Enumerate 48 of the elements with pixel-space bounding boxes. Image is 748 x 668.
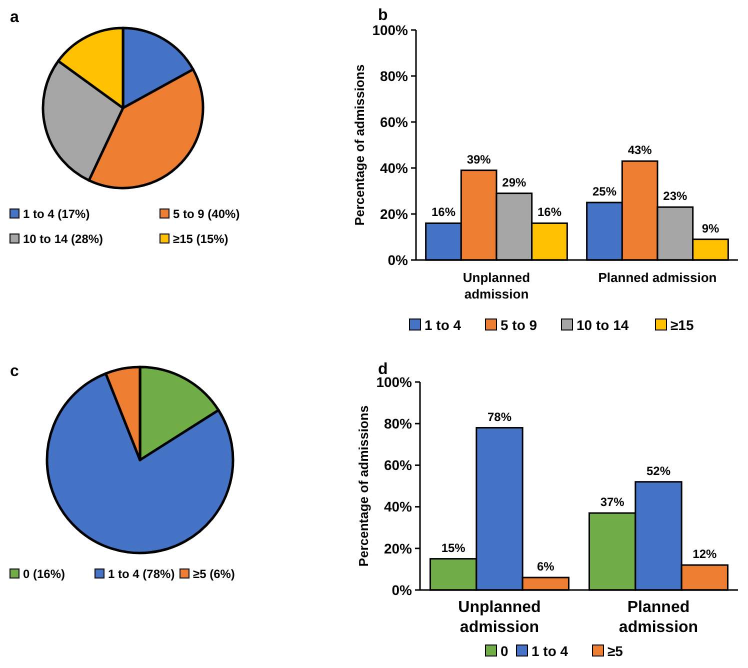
data-label: 52% bbox=[646, 464, 671, 478]
chart-title: c bbox=[10, 363, 19, 380]
legend-label: ≥15 bbox=[670, 317, 694, 333]
x-tick-label: Planned admission bbox=[598, 270, 717, 285]
data-label: 16% bbox=[537, 205, 562, 220]
data-label: 15% bbox=[441, 540, 466, 555]
data-label: 37% bbox=[600, 495, 625, 510]
data-label: 12% bbox=[692, 547, 717, 562]
legend-label: ≥15 (15%) bbox=[173, 232, 228, 246]
y-tick-label: 60% bbox=[380, 114, 409, 130]
y-tick-label: 60% bbox=[384, 457, 413, 474]
data-label: 23% bbox=[663, 189, 688, 204]
data-label: 39% bbox=[466, 152, 492, 166]
y-axis-title: Percentage of admissions bbox=[352, 64, 367, 226]
y-tick-label: 0% bbox=[388, 252, 409, 268]
chart-title: b bbox=[378, 7, 388, 24]
y-tick-label: 20% bbox=[384, 540, 413, 556]
y-tick-label: 0% bbox=[392, 582, 413, 598]
y-axis-title: Percentage of admissions bbox=[356, 405, 371, 567]
y-tick-label: 20% bbox=[380, 206, 409, 222]
data-label: 43% bbox=[628, 143, 652, 158]
y-tick-label: 40% bbox=[384, 498, 413, 515]
data-label: 6% bbox=[536, 560, 555, 574]
y-tick-label: 100% bbox=[372, 22, 409, 38]
legend-label: 0 (16%) bbox=[23, 567, 66, 581]
y-tick-label: 80% bbox=[380, 68, 409, 84]
legend-label: 10 to 14 (28%) bbox=[23, 232, 104, 246]
legend-label: 1 to 4 (17%) bbox=[23, 207, 90, 221]
y-tick-label: 40% bbox=[380, 160, 409, 176]
legend-label: ≥5 (6%) bbox=[193, 567, 235, 581]
legend-label: 0 bbox=[500, 643, 508, 659]
data-label: 29% bbox=[502, 175, 527, 190]
legend-label: 5 to 9 bbox=[500, 317, 538, 333]
chart-title: a bbox=[10, 9, 19, 26]
legend-label: 10 to 14 bbox=[576, 317, 629, 333]
data-label: 16% bbox=[431, 205, 456, 220]
data-label: 9% bbox=[702, 221, 720, 236]
x-tick-label: Unplanned admission bbox=[462, 270, 530, 302]
data-label: 78% bbox=[487, 410, 512, 424]
x-tick-label: Planned admission bbox=[618, 599, 698, 636]
x-tick-label: Unplanned admission bbox=[458, 599, 541, 636]
legend-label: 1 to 4 bbox=[532, 643, 568, 659]
data-label: 25% bbox=[592, 184, 617, 198]
legend-label: ≥5 bbox=[608, 643, 624, 659]
y-tick-label: 80% bbox=[384, 416, 413, 432]
legend-label: 5 to 9 (40%) bbox=[173, 207, 240, 221]
legend-label: 1 to 4 bbox=[424, 317, 462, 333]
legend-label: 1 to 4 (78%) bbox=[108, 567, 175, 581]
